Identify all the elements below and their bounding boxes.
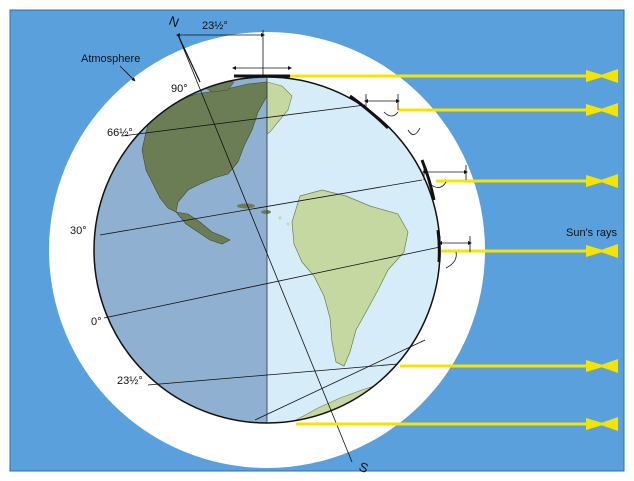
ray-head-left-6: [598, 417, 618, 431]
patch-3: [420, 159, 436, 201]
north-america-night: [141, 81, 268, 213]
north-axis-tip: [177, 34, 201, 83]
equator-line: [103, 246, 441, 319]
atmosphere-pointer: [119, 65, 136, 82]
patch-2: [349, 94, 390, 130]
lat-0-label: 0°: [91, 316, 102, 328]
ray-head-left-3: [598, 174, 618, 188]
sun-rays: [290, 70, 606, 430]
ray-arrowhead-2: [586, 104, 606, 116]
width-arrows: [232, 66, 472, 252]
lat-66-label: 66½°: [107, 127, 133, 139]
lat-30-line: [99, 179, 423, 236]
ray-arrowhead-4: [586, 245, 606, 257]
angle-arc-3: [429, 181, 447, 188]
surface-patches: [234, 74, 441, 263]
ray-head-left-2: [598, 103, 618, 117]
angle-arc-1: [383, 111, 399, 117]
ray-arrowhead-3: [586, 175, 606, 187]
lat-90-label: 90°: [171, 83, 188, 95]
north-america-day: [266, 81, 293, 135]
ray-arrowhead-6: [586, 418, 606, 430]
ray-arrowhead-1: [586, 70, 606, 82]
lat-30-label: 30°: [70, 225, 87, 237]
atmosphere-label: Atmosphere: [81, 53, 140, 65]
ray-head-left-4: [598, 244, 618, 258]
tropic-capricorn-line: [147, 363, 399, 386]
lat-south-line: [254, 339, 426, 421]
angle-arc-4: [445, 251, 457, 269]
caribbean-islands: [237, 203, 290, 226]
patch-4: [436, 229, 441, 263]
tilt-label: 23½°: [202, 20, 228, 32]
earth-axis: [177, 34, 353, 463]
ray-direction-arrows: [598, 69, 618, 431]
arctic-circle-line: [121, 104, 366, 137]
ray-head-left-5: [598, 359, 618, 373]
ray-arrowhead-5: [586, 360, 606, 372]
angle-arcs: [383, 111, 457, 269]
angle-arc-2: [407, 127, 421, 135]
latitude-lines: [99, 104, 441, 421]
lat-23-label: 23½°: [117, 375, 143, 387]
ray-head-left-1: [598, 69, 618, 83]
suns-rays-label: Sun's rays: [566, 227, 618, 239]
south-america: [291, 189, 409, 367]
